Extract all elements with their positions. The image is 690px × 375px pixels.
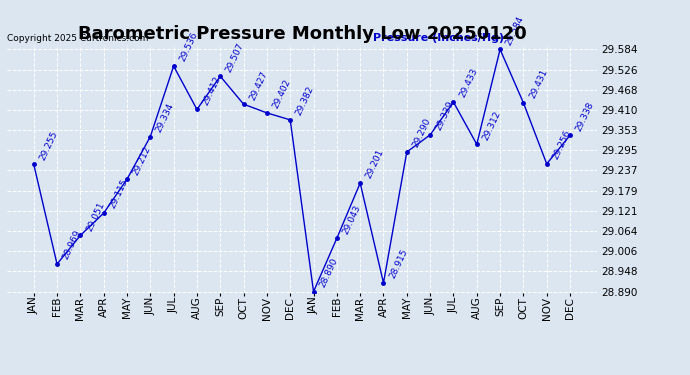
Text: 29.402: 29.402 [271, 78, 293, 110]
Text: 28.969: 28.969 [61, 229, 83, 261]
Text: 29.584: 29.584 [504, 14, 526, 46]
Text: 29.427: 29.427 [248, 69, 269, 101]
Text: 29.115: 29.115 [108, 178, 129, 210]
Text: 29.431: 29.431 [528, 68, 549, 100]
Text: 29.334: 29.334 [155, 102, 176, 134]
Text: 29.338: 29.338 [574, 100, 595, 132]
Text: 29.339: 29.339 [434, 100, 456, 132]
Text: 29.536: 29.536 [178, 31, 199, 63]
Text: 29.312: 29.312 [481, 109, 502, 141]
Text: 29.051: 29.051 [84, 200, 106, 232]
Text: 29.212: 29.212 [131, 144, 152, 177]
Text: Pressure (Inches/Hg): Pressure (Inches/Hg) [373, 33, 504, 42]
Text: 29.382: 29.382 [295, 85, 316, 117]
Text: 29.412: 29.412 [201, 75, 222, 106]
Text: 28.915: 28.915 [388, 248, 409, 280]
Text: 29.290: 29.290 [411, 117, 433, 149]
Text: 29.507: 29.507 [224, 41, 246, 74]
Text: Copyright 2025 Curtronics.com: Copyright 2025 Curtronics.com [7, 34, 148, 43]
Text: 29.043: 29.043 [341, 203, 362, 236]
Text: 29.433: 29.433 [457, 67, 479, 99]
Text: 29.255: 29.255 [38, 129, 59, 161]
Text: 29.201: 29.201 [364, 148, 386, 180]
Text: 29.256: 29.256 [551, 129, 572, 161]
Title: Barometric Pressure Monthly Low 20250120: Barometric Pressure Monthly Low 20250120 [77, 26, 526, 44]
Text: 28.890: 28.890 [317, 256, 339, 289]
